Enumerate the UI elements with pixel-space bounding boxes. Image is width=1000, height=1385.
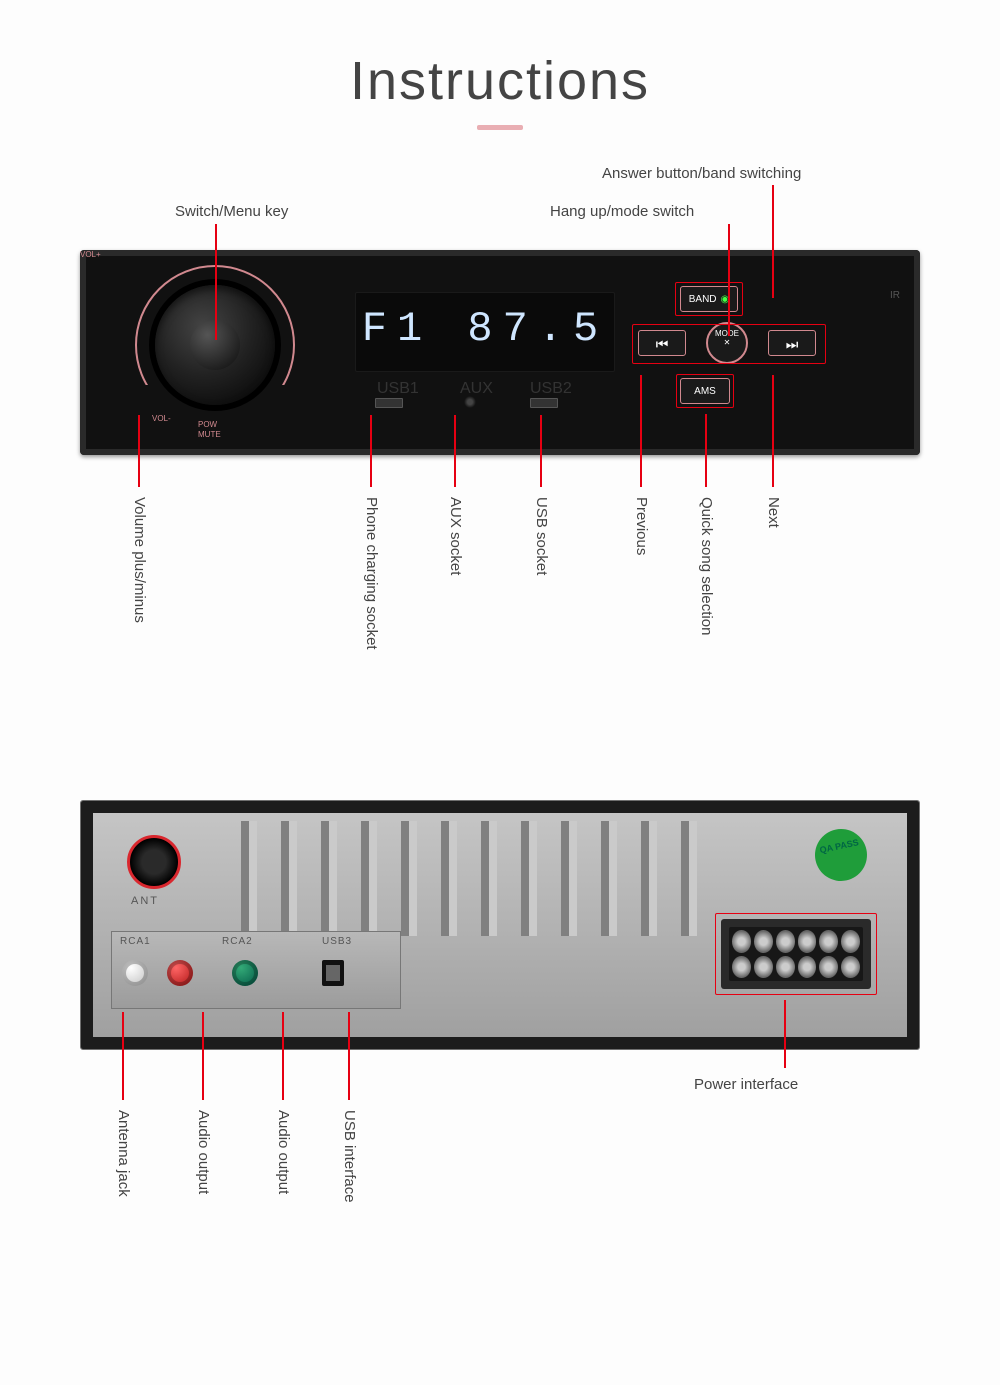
label-aux: AUX bbox=[460, 380, 493, 398]
callout-usb: USB socket bbox=[533, 497, 550, 575]
highlight-band bbox=[675, 282, 743, 316]
callout-audio1: Audio output bbox=[195, 1110, 212, 1194]
leader-audio1 bbox=[202, 1012, 204, 1100]
aux-port[interactable] bbox=[464, 396, 476, 408]
label-rca1: RCA1 bbox=[120, 936, 151, 947]
usb3-port[interactable] bbox=[322, 960, 344, 986]
front-panel: IR VOL- POW MUTE VOL+ F1 87.5 USB1 AUX U… bbox=[80, 250, 920, 455]
heatsink-slot bbox=[641, 821, 657, 936]
callout-next: Next bbox=[765, 497, 782, 528]
heatsink-slot bbox=[601, 821, 617, 936]
heatsink-slot bbox=[441, 821, 457, 936]
title-underline bbox=[477, 125, 523, 130]
label-rca2: RCA2 bbox=[222, 936, 253, 947]
leader-aux bbox=[454, 415, 456, 487]
connector-strip: RCA1 RCA2 USB3 bbox=[111, 931, 401, 1009]
callout-volume: Volume plus/minus bbox=[131, 497, 148, 623]
callout-phone-charging: Phone charging socket bbox=[363, 497, 380, 650]
callout-quick-song: Quick song selection bbox=[698, 497, 715, 635]
label-usb3: USB3 bbox=[322, 936, 352, 947]
leader-answer-band bbox=[772, 185, 774, 298]
leader-volume bbox=[138, 415, 140, 487]
callout-hangup-mode: Hang up/mode switch bbox=[550, 203, 694, 220]
callout-answer-band: Answer button/band switching bbox=[602, 165, 801, 182]
heatsink-slot bbox=[361, 821, 377, 936]
heatsink-slot bbox=[321, 821, 337, 936]
heatsink-slot bbox=[401, 821, 417, 936]
label-vol-minus: VOL- bbox=[152, 414, 171, 423]
heatsink-slot bbox=[521, 821, 537, 936]
label-usb2: USB2 bbox=[530, 380, 572, 398]
callout-antenna: Antenna jack bbox=[115, 1110, 132, 1197]
label-mute: MUTE bbox=[198, 430, 221, 439]
heatsink-slot bbox=[281, 821, 297, 936]
leader-previous bbox=[640, 375, 642, 487]
usb1-port[interactable] bbox=[375, 398, 403, 408]
page-title: Instructions bbox=[0, 50, 1000, 112]
ir-label: IR bbox=[890, 290, 900, 301]
label-usb1: USB1 bbox=[377, 380, 419, 398]
lcd-display: F1 87.5 bbox=[355, 292, 615, 372]
callout-previous: Previous bbox=[633, 497, 650, 555]
callout-power: Power interface bbox=[694, 1076, 798, 1093]
leader-usb bbox=[540, 415, 542, 487]
leader-quick-song bbox=[705, 414, 707, 487]
leader-power bbox=[784, 1000, 786, 1068]
leader-usb-back bbox=[348, 1012, 350, 1100]
leader-audio2 bbox=[282, 1012, 284, 1100]
label-pow: POW bbox=[198, 420, 217, 429]
leader-antenna bbox=[122, 1012, 124, 1100]
leader-phone-charging bbox=[370, 415, 372, 487]
heatsink-slot bbox=[241, 821, 257, 936]
antenna-jack[interactable] bbox=[127, 835, 181, 889]
callout-switch-menu: Switch/Menu key bbox=[175, 203, 288, 220]
highlight-ams bbox=[676, 374, 734, 408]
heatsink-slot bbox=[681, 821, 697, 936]
leader-switch-menu bbox=[215, 224, 217, 340]
heatsink-slot bbox=[481, 821, 497, 936]
usb2-port[interactable] bbox=[530, 398, 558, 408]
leader-hangup-mode bbox=[728, 224, 730, 336]
callout-audio2: Audio output bbox=[275, 1110, 292, 1194]
label-ant: ANT bbox=[131, 895, 159, 907]
rca2-jack[interactable] bbox=[232, 960, 258, 986]
callout-aux: AUX socket bbox=[447, 497, 464, 575]
highlight-power bbox=[715, 913, 877, 995]
rca1-right[interactable] bbox=[167, 960, 193, 986]
back-panel: ANT RCA1 RCA2 USB3 QA PASS bbox=[80, 800, 920, 1050]
heatsink-slot bbox=[561, 821, 577, 936]
rca1-left[interactable] bbox=[122, 960, 148, 986]
callout-usb-back: USB interface bbox=[341, 1110, 358, 1203]
label-vol-plus: VOL+ bbox=[80, 250, 101, 259]
leader-next bbox=[772, 375, 774, 487]
